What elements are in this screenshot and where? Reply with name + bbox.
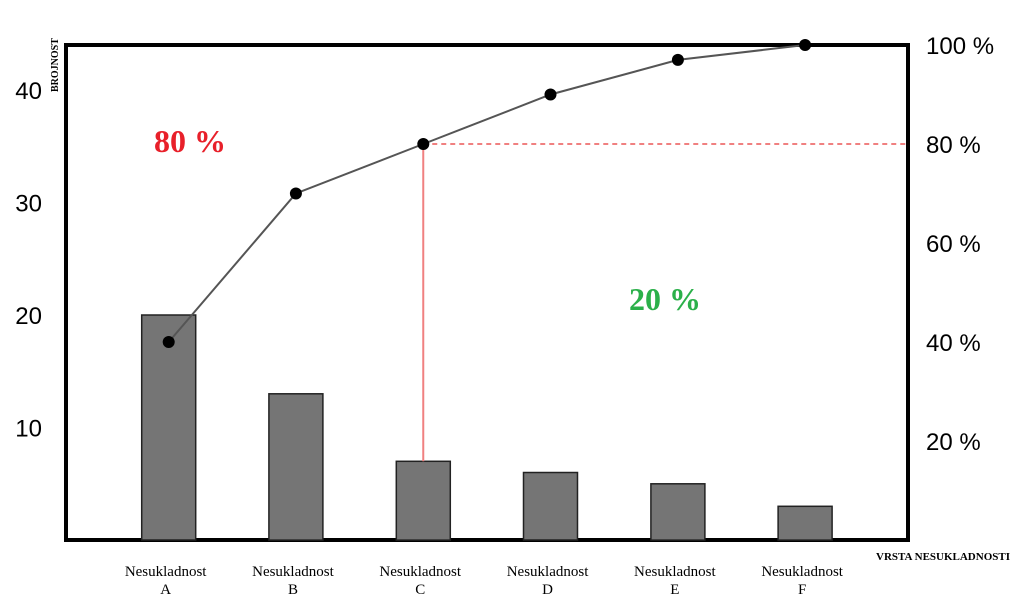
y-axis-title: BROJNOST bbox=[50, 38, 61, 92]
x-tick-sublabel-e: E bbox=[670, 582, 679, 596]
x-tick-label-b: Nesukladnost bbox=[252, 564, 334, 580]
bar-d bbox=[522, 471, 579, 541]
x-tick-sublabel-b: B bbox=[288, 582, 298, 596]
y2-tick-label-20: 20 % bbox=[926, 429, 981, 456]
y-tick-label-20: 20 bbox=[15, 303, 42, 330]
cumulative-point-d bbox=[544, 88, 557, 101]
x-tick-label-d: Nesukladnost bbox=[507, 564, 589, 580]
y2-tick-label-40: 40 % bbox=[926, 330, 981, 357]
x-tick-label-c: Nesukladnost bbox=[379, 564, 461, 580]
bar-a bbox=[140, 314, 197, 541]
x-axis-title: VRSTA NESUKLADNOSTI bbox=[876, 551, 1010, 563]
annotation-right: 20 % bbox=[629, 281, 701, 317]
cumulative-point-c bbox=[417, 138, 430, 150]
cumulative-line bbox=[167, 44, 806, 343]
y-tick-label-10: 10 bbox=[15, 416, 42, 443]
plot-frame bbox=[64, 43, 910, 542]
y2-tick-label-100: 100 % bbox=[926, 33, 994, 60]
x-tick-label-a: Nesukladnost bbox=[125, 564, 207, 580]
y-tick-label-40: 40 bbox=[15, 78, 42, 105]
annotation-left: 80 % bbox=[154, 123, 226, 159]
x-tick-label-e: Nesukladnost bbox=[634, 564, 716, 580]
x-tick-sublabel-f: F bbox=[798, 582, 806, 596]
cumulative-point-e bbox=[671, 53, 684, 66]
y2-tick-label-80: 80 % bbox=[926, 132, 981, 159]
y2-tick-label-60: 60 % bbox=[926, 231, 981, 258]
bar-b bbox=[268, 393, 324, 541]
cumulative-point-a bbox=[162, 336, 175, 348]
y-tick-label-30: 30 bbox=[15, 191, 42, 218]
x-tick-label-f: Nesukladnost bbox=[761, 564, 843, 580]
cumulative-point-f bbox=[799, 39, 812, 51]
x-tick-sublabel-d: D bbox=[542, 582, 553, 596]
bar-c bbox=[395, 460, 452, 541]
cumulative-point-b bbox=[289, 187, 302, 200]
x-tick-sublabel-c: C bbox=[415, 582, 425, 596]
bar-e bbox=[650, 483, 706, 541]
bar-f bbox=[777, 505, 833, 541]
x-tick-sublabel-a: A bbox=[160, 582, 171, 596]
